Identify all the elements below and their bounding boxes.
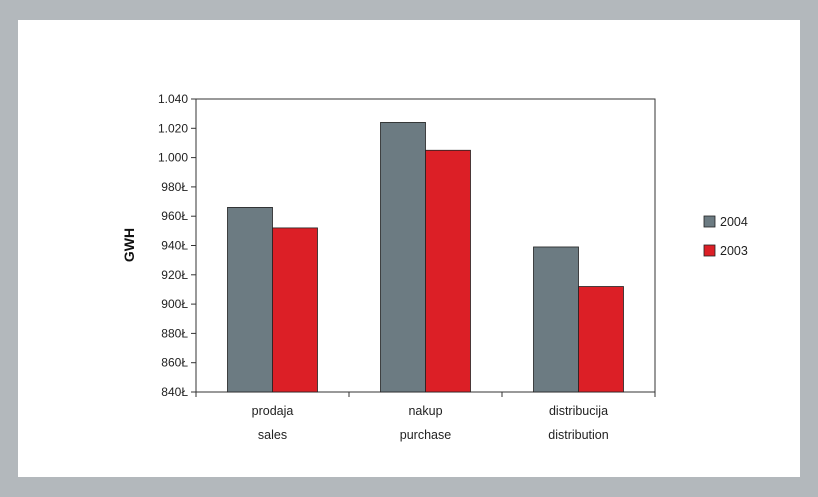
y-tick-label: 840Ł (161, 385, 188, 399)
legend-label: 2003 (720, 244, 748, 258)
legend-swatch-2003 (703, 244, 716, 257)
y-tick-label: 1.020 (158, 121, 188, 135)
legend-swatch-2004 (703, 215, 716, 228)
y-tick-label: 1.040 (158, 92, 188, 106)
bar-chart: 840Ł 860Ł 880Ł 900Ł 920Ł 940Ł 960Ł 980Ł 1.000 1.0… (121, 92, 748, 442)
x-category-label: prodaja (252, 404, 294, 418)
bar-2003-sales (272, 227, 318, 393)
chart-panel: 840Ł 860Ł 880Ł 900Ł 920Ł 940Ł 960Ł 980Ł 1.000 1.0… (18, 20, 800, 477)
y-tick-label: 960Ł (161, 209, 188, 223)
x-category-sublabel: sales (258, 428, 287, 442)
legend-label: 2004 (720, 215, 748, 229)
bar-2003-purchase (425, 149, 471, 393)
y-tick-label: 1.000 (158, 151, 188, 165)
bar-2004-sales (227, 207, 273, 393)
y-axis-label: GWH (121, 228, 137, 262)
bar-2004-purchase (380, 122, 426, 393)
x-category-sublabel: purchase (400, 428, 451, 442)
y-tick-label: 940Ł (161, 239, 188, 253)
x-category-label: nakup (408, 404, 442, 418)
bar-2003-distribution (578, 286, 624, 393)
y-tick-label: 980Ł (161, 180, 188, 194)
bar-2004-distribution (533, 246, 579, 393)
y-tick-label: 880Ł (161, 326, 188, 340)
x-category-label: distribucija (549, 404, 608, 418)
x-category-sublabel: distribution (548, 428, 608, 442)
y-tick-label: 900Ł (161, 297, 188, 311)
y-tick-label: 920Ł (161, 268, 188, 282)
y-tick-label: 860Ł (161, 356, 188, 370)
